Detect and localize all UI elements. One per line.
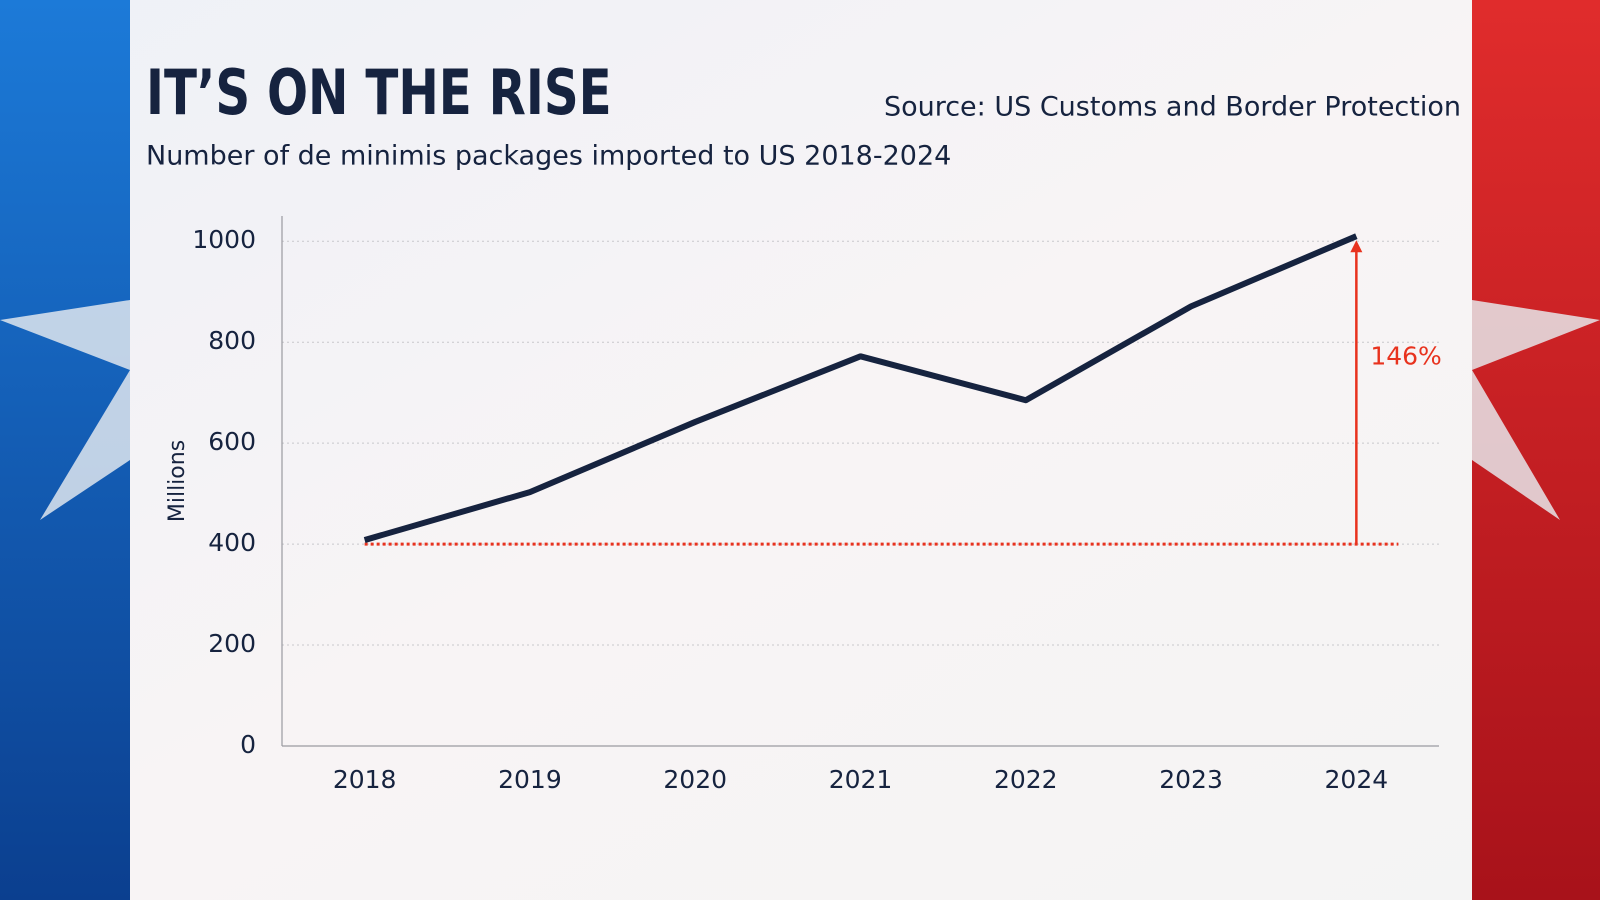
y-tick-label: 0 [240, 730, 256, 759]
x-tick-label: 2018 [333, 765, 397, 794]
y-tick-label: 600 [208, 427, 256, 456]
chart-subtitle: Number of de minimis packages imported t… [146, 141, 951, 172]
y-tick-label: 400 [208, 528, 256, 557]
source: Source: US Customs and Border Protection [884, 92, 1461, 123]
star-right [1472, 300, 1600, 520]
growth-arrow-head [1350, 240, 1363, 253]
x-tick-label: 2021 [829, 765, 893, 794]
star-left [0, 300, 130, 520]
plot-area: 0 200 400 600 800 1000 2018 2019 2020 2021 2022 202… [192, 216, 1442, 794]
y-tick-label: 1000 [192, 225, 256, 254]
annotation: 146% [1370, 341, 1441, 370]
y-tick-label: 200 [208, 629, 256, 658]
x-tick-label: 2024 [1325, 765, 1389, 794]
x-tick-label: 2022 [994, 765, 1058, 794]
x-tick-label: 2019 [498, 765, 562, 794]
data-line [363, 233, 1358, 543]
y-axis-label: Millions [165, 440, 190, 522]
x-tick-label: 2023 [1159, 765, 1223, 794]
chart-title: IT’S ON THE RISE [146, 57, 612, 129]
x-tick-label: 2020 [663, 765, 727, 794]
y-tick-label: 800 [208, 326, 256, 355]
